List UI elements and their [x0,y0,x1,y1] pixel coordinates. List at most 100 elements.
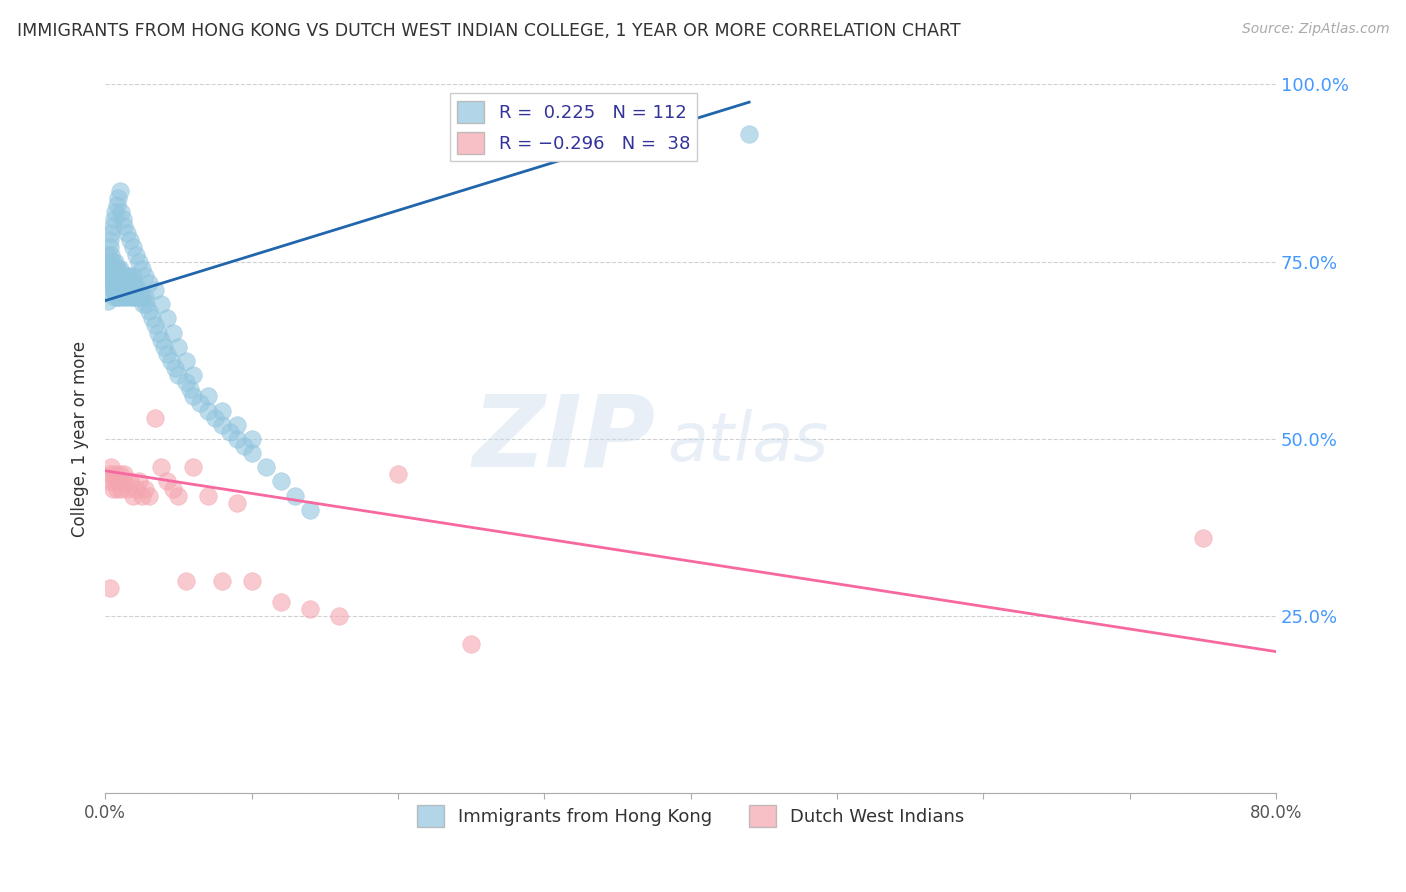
Point [96,276,118,290]
Point [240,446,263,460]
Point [131,261,153,276]
Point [107,475,129,489]
Point [270,475,292,489]
Point [111,290,134,304]
Point [387,467,409,482]
Point [188,396,211,410]
Point [98,581,121,595]
Point [165,361,187,376]
Point [108,276,131,290]
Point [97,261,120,276]
Point [110,205,132,219]
Point [1191,531,1213,545]
Point [107,191,129,205]
Point [124,276,146,290]
Point [100,247,122,261]
Point [107,261,129,276]
Point [226,432,249,446]
Point [211,574,233,588]
Point [226,417,249,432]
Point [97,475,120,489]
Point [112,268,135,283]
Point [103,276,125,290]
Point [460,638,482,652]
Point [128,283,150,297]
Point [131,489,153,503]
Point [125,482,148,496]
Point [111,475,134,489]
Point [110,268,132,283]
Point [160,354,183,368]
Point [134,290,156,304]
Point [107,290,129,304]
Point [211,403,233,417]
Point [143,318,166,333]
Point [226,496,249,510]
Point [179,382,201,396]
Point [167,489,190,503]
Text: atlas: atlas [668,409,828,475]
Point [124,290,146,304]
Point [108,467,131,482]
Point [120,283,142,297]
Point [156,475,179,489]
Point [299,503,322,517]
Point [738,127,761,141]
Point [115,283,138,297]
Point [134,482,156,496]
Point [174,574,197,588]
Point [112,219,135,234]
Point [162,326,184,340]
Point [114,290,136,304]
Point [181,368,204,383]
Point [299,602,322,616]
Point [105,290,128,304]
Point [125,283,148,297]
Point [101,254,124,268]
Point [181,389,204,403]
Y-axis label: College, 1 year or more: College, 1 year or more [72,341,89,537]
Point [122,283,145,297]
Point [103,261,125,276]
Point [104,254,127,268]
Point [108,290,131,304]
Point [115,482,138,496]
Point [240,432,263,446]
Point [138,489,160,503]
Point [197,489,219,503]
Point [103,212,125,227]
Point [162,482,184,496]
Point [132,297,155,311]
Point [108,184,131,198]
Point [134,268,156,283]
Point [197,389,219,403]
Point [328,609,350,624]
Point [100,227,122,241]
Point [122,489,145,503]
Point [204,410,226,425]
Point [111,276,134,290]
Point [115,227,138,241]
Point [174,375,197,389]
Point [110,283,132,297]
Point [197,403,219,417]
Point [233,439,256,453]
Point [105,198,128,212]
Point [120,475,142,489]
Point [156,311,179,326]
Point [98,234,121,248]
Point [138,304,160,318]
Point [103,475,125,489]
Point [108,261,131,276]
Point [100,261,122,276]
Point [218,425,240,439]
Point [115,268,138,283]
Point [127,290,149,304]
Point [98,268,121,283]
Point [111,212,134,227]
Point [135,297,157,311]
Point [105,482,128,496]
Point [97,293,120,308]
Point [149,460,172,475]
Point [112,467,135,482]
